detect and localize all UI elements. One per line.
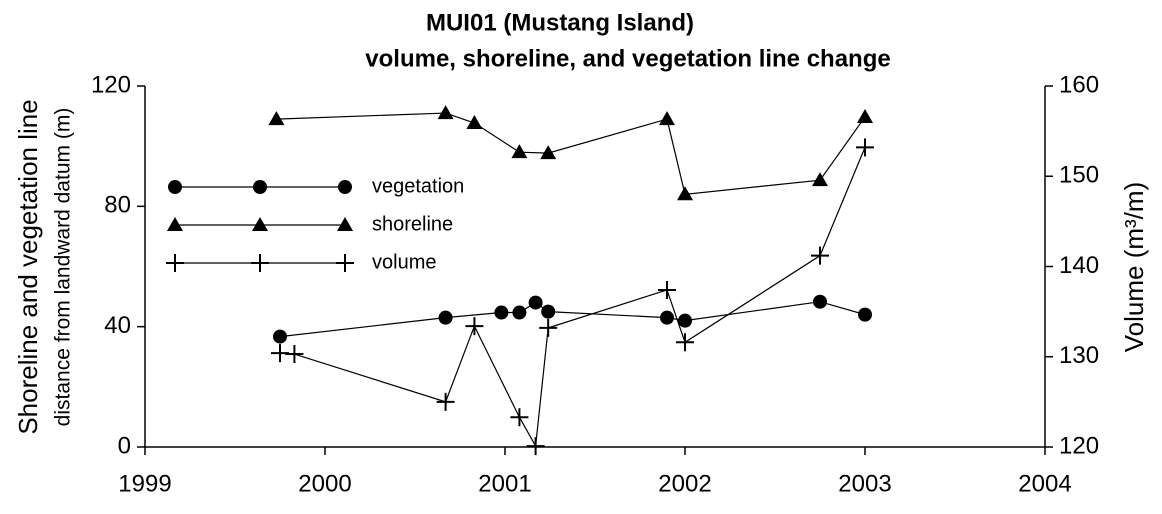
point bbox=[811, 246, 829, 265]
y-axis-label: Shoreline and vegetation line bbox=[13, 99, 43, 434]
legend-label: vegetation bbox=[372, 175, 464, 197]
point bbox=[539, 318, 558, 337]
legend-marker bbox=[166, 254, 184, 272]
legend-label: volume bbox=[372, 251, 436, 273]
point bbox=[812, 172, 828, 187]
point bbox=[858, 307, 872, 322]
point bbox=[285, 345, 304, 364]
y2-axis-label: Volume (m³/m) bbox=[1119, 182, 1149, 352]
point bbox=[677, 186, 693, 201]
legend-marker bbox=[167, 217, 183, 231]
chart-title: MUI01 (Mustang Island) bbox=[426, 9, 694, 36]
y-tick-label: 0 bbox=[118, 432, 131, 459]
series-line bbox=[279, 301, 866, 338]
point bbox=[268, 111, 285, 126]
point bbox=[436, 392, 455, 411]
legend-marker bbox=[337, 217, 353, 231]
point bbox=[659, 111, 675, 126]
x-tick-label: 1999 bbox=[118, 470, 171, 497]
legend-marker bbox=[168, 180, 182, 194]
legend-marker bbox=[252, 217, 268, 231]
x-tick-label: 2000 bbox=[298, 470, 351, 497]
point bbox=[511, 144, 528, 159]
point bbox=[856, 138, 874, 157]
point bbox=[510, 408, 529, 427]
y2-tick-label: 130 bbox=[1059, 342, 1099, 369]
point bbox=[438, 310, 453, 325]
legend-marker bbox=[338, 180, 352, 194]
y2-tick-label: 160 bbox=[1059, 71, 1099, 98]
y-tick-label: 120 bbox=[91, 71, 131, 98]
x-tick-label: 2004 bbox=[1018, 470, 1071, 497]
y-tick-label: 80 bbox=[104, 192, 131, 219]
legend-marker bbox=[253, 180, 267, 194]
y2-tick-label: 140 bbox=[1059, 252, 1099, 279]
point bbox=[676, 333, 694, 352]
point bbox=[512, 305, 527, 320]
point bbox=[660, 310, 674, 325]
x-tick-label: 2002 bbox=[658, 470, 711, 497]
point bbox=[658, 280, 676, 299]
point bbox=[813, 294, 827, 309]
point bbox=[541, 304, 556, 319]
series-line bbox=[279, 147, 866, 449]
point bbox=[494, 305, 509, 320]
y2-tick-label: 120 bbox=[1059, 432, 1099, 459]
chart-subtitle: volume, shoreline, and vegetation line c… bbox=[365, 45, 890, 72]
point bbox=[857, 108, 873, 123]
series-line bbox=[276, 112, 866, 195]
point bbox=[526, 437, 545, 456]
point bbox=[678, 313, 692, 328]
point bbox=[528, 295, 543, 310]
y-axis-sublabel: distance from landward datum (m) bbox=[52, 108, 75, 427]
legend-marker bbox=[251, 254, 269, 272]
y2-tick-label: 150 bbox=[1059, 162, 1099, 189]
x-tick-label: 2003 bbox=[838, 470, 891, 497]
x-tick-label: 2001 bbox=[478, 470, 531, 497]
point bbox=[540, 145, 557, 160]
legend-marker bbox=[336, 254, 354, 272]
point bbox=[437, 105, 454, 120]
point bbox=[466, 115, 483, 130]
legend-label: shoreline bbox=[372, 213, 453, 235]
point bbox=[273, 329, 287, 344]
point bbox=[465, 317, 484, 336]
y-tick-label: 40 bbox=[104, 312, 131, 339]
